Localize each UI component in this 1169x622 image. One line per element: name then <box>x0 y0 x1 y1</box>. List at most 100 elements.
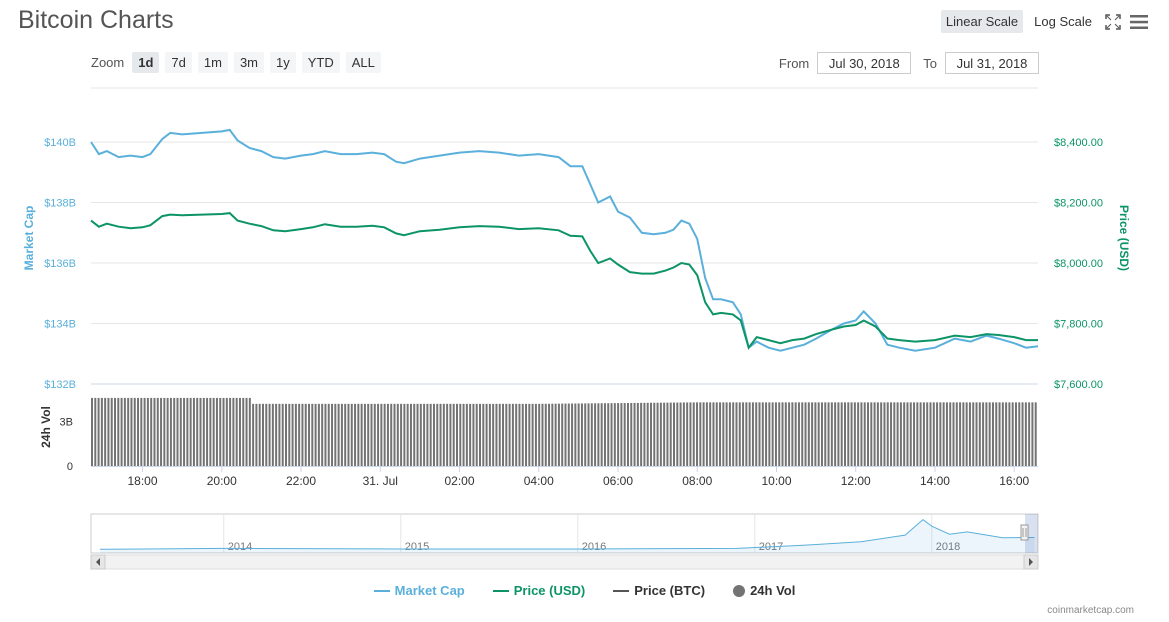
market-cap-tick-label: $136B <box>44 258 76 270</box>
navigator[interactable]: 20142015201620172018 <box>90 513 1039 570</box>
volume-bar <box>784 402 787 466</box>
legend-price-usd[interactable]: Price (USD) <box>492 583 586 598</box>
zoom-1d-button[interactable]: 1d <box>132 52 160 73</box>
navigator-year-label: 2016 <box>582 541 606 553</box>
volume-bar <box>577 403 580 466</box>
time-tick-label: 16:00 <box>999 474 1029 488</box>
volume-bar <box>613 403 616 466</box>
volume-bar <box>347 403 350 466</box>
volume-bar <box>1011 402 1014 466</box>
volume-bar <box>564 403 567 466</box>
legend-price-btc[interactable]: Price (BTC) <box>613 583 705 598</box>
volume-bar <box>959 402 962 466</box>
navigator-scrollbar-track <box>90 554 1039 570</box>
volume-bar <box>120 397 123 466</box>
zoom-ytd-button[interactable]: YTD <box>301 52 340 73</box>
volume-bar <box>196 397 199 466</box>
legend-market-cap[interactable]: Market Cap <box>373 583 465 598</box>
volume-bar <box>955 402 958 466</box>
to-label: To <box>923 55 937 71</box>
volume-bar <box>939 402 942 466</box>
volume-bar <box>942 402 945 466</box>
volume-bar <box>679 402 682 466</box>
volume-bar <box>472 403 475 466</box>
hamburger-menu-icon[interactable] <box>1129 12 1149 32</box>
volume-bar <box>765 402 768 466</box>
volume-bar <box>870 402 873 466</box>
volume-bar <box>130 397 133 466</box>
volume-bar <box>163 397 166 466</box>
volume-bar <box>991 402 994 466</box>
time-tick-label: 06:00 <box>603 474 633 488</box>
volume-bar <box>676 402 679 466</box>
zoom-7d-button[interactable]: 7d <box>165 52 192 73</box>
zoom-all-button[interactable]: ALL <box>345 52 381 73</box>
volume-bar <box>153 397 156 466</box>
volume-bar <box>899 402 902 466</box>
volume-bar <box>761 402 764 466</box>
chart-legend: Market Cap Price (USD) Price (BTC) 24h V… <box>0 583 1169 598</box>
volume-bar <box>321 403 324 466</box>
volume-bar <box>758 402 761 466</box>
price-usd-swatch <box>492 589 509 592</box>
from-date-input[interactable] <box>817 52 912 74</box>
volume-bar <box>860 402 863 466</box>
fullscreen-icon[interactable] <box>1103 12 1123 32</box>
volume-bar <box>883 402 886 466</box>
volume-bar <box>215 397 218 466</box>
volume-bar <box>304 403 307 466</box>
price-usd-tick-label: $7,800.00 <box>1054 319 1103 331</box>
volume-bar <box>137 397 140 466</box>
volume-bar <box>432 403 435 466</box>
volume-bar <box>423 403 426 466</box>
volume-bar <box>311 403 314 466</box>
volume-bar <box>363 403 366 466</box>
volume-bar <box>97 397 100 466</box>
legend-price-usd-label: Price (USD) <box>513 583 586 598</box>
volume-bar <box>594 403 597 466</box>
volume-bar <box>1034 402 1037 466</box>
credit-text[interactable]: coinmarketcap.com <box>1047 605 1134 616</box>
volume-bar <box>699 402 702 466</box>
zoom-1m-button[interactable]: 1m <box>197 52 228 73</box>
linear-scale-button[interactable]: Linear Scale <box>940 10 1024 33</box>
volume-bar <box>843 402 846 466</box>
legend-24h-vol-label: 24h Vol <box>750 583 796 598</box>
volume-bar <box>278 403 281 466</box>
volume-bar <box>173 397 176 466</box>
volume-bar <box>377 403 380 466</box>
volume-bar <box>653 402 656 466</box>
log-scale-button[interactable]: Log Scale <box>1034 14 1092 29</box>
volume-bar <box>982 402 985 466</box>
volume-bar <box>936 402 939 466</box>
navigator-frame <box>90 513 1039 554</box>
volume-bar <box>663 402 666 466</box>
volume-bar <box>475 403 478 466</box>
volume-bar <box>531 403 534 466</box>
legend-24h-vol[interactable]: 24h Vol <box>733 583 795 598</box>
volume-bar <box>544 403 547 466</box>
volume-bar <box>482 403 485 466</box>
volume-bar <box>455 403 458 466</box>
time-tick-label: 14:00 <box>920 474 950 488</box>
volume-bar <box>192 397 195 466</box>
volume-bar <box>350 403 353 466</box>
volume-bar <box>574 403 577 466</box>
volume-bar <box>587 403 590 466</box>
volume-bar <box>867 402 870 466</box>
volume-bar <box>419 403 422 466</box>
volume-tick-label: 0 <box>67 461 73 473</box>
scroll-right-arrow-icon <box>1029 558 1033 566</box>
volume-bar <box>521 403 524 466</box>
volume-bar <box>794 402 797 466</box>
volume-bar <box>150 397 153 466</box>
volume-bar <box>623 403 626 466</box>
zoom-1y-button[interactable]: 1y <box>270 52 296 73</box>
to-date-input[interactable] <box>945 52 1039 74</box>
zoom-3m-button[interactable]: 3m <box>233 52 264 73</box>
volume-bar <box>1028 402 1031 466</box>
volume-bar <box>439 403 442 466</box>
volume-bar <box>603 403 606 466</box>
volume-bar <box>426 403 429 466</box>
volume-bar <box>873 402 876 466</box>
